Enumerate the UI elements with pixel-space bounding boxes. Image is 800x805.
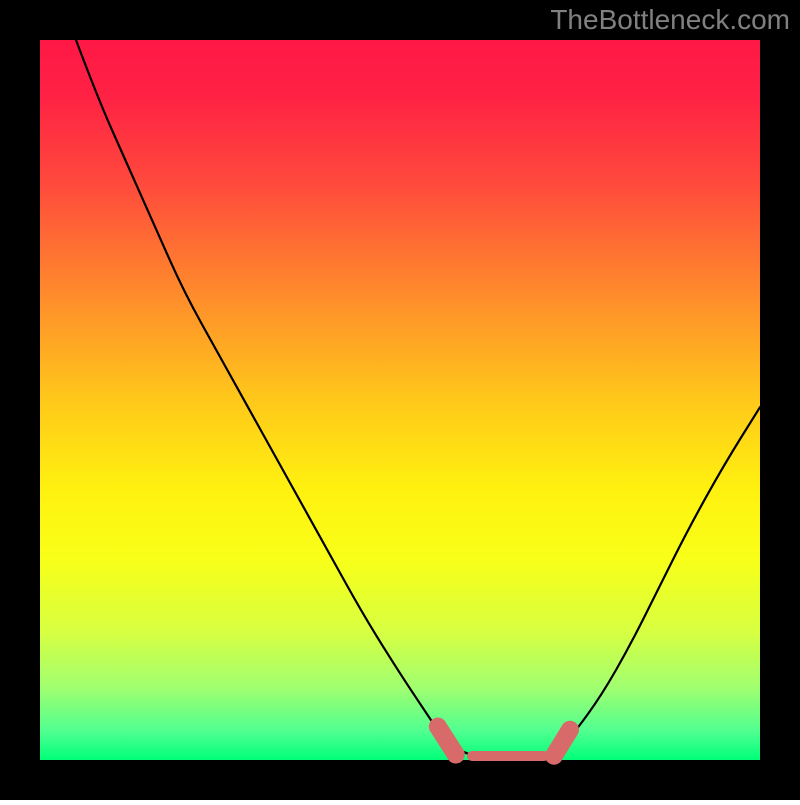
chart-background bbox=[40, 40, 760, 760]
chart-svg bbox=[0, 0, 800, 800]
bottleneck-chart: TheBottleneck.com bbox=[0, 0, 800, 800]
watermark-text: TheBottleneck.com bbox=[550, 4, 790, 36]
